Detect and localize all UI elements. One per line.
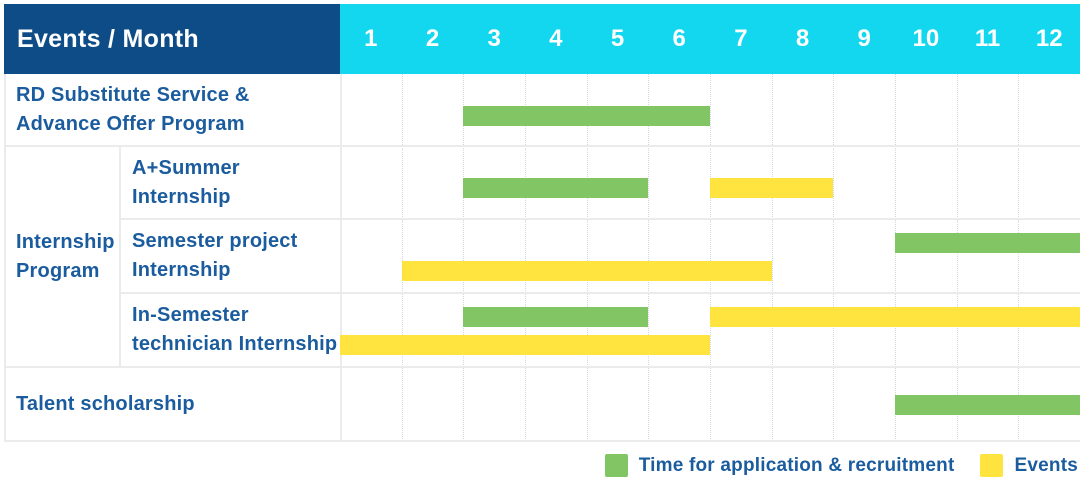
month-header-11: 11 bbox=[974, 25, 1001, 52]
row-label-a-plus-summer-internship: A+Summer Internship bbox=[132, 156, 240, 208]
gantt-bar-yellow-in-semester-technician-internship bbox=[340, 335, 710, 355]
row-label-rd-substitute-service: RD Substitute Service & Advance Offer Pro… bbox=[16, 84, 250, 135]
month-header-8: 8 bbox=[795, 25, 810, 52]
month-column-line bbox=[833, 74, 835, 441]
row-divider bbox=[4, 440, 1080, 442]
month-column-line bbox=[463, 74, 465, 441]
month-header-12: 12 bbox=[1035, 25, 1063, 52]
gantt-bar-green-talent-scholarship bbox=[895, 395, 1080, 415]
month-column-line bbox=[401, 74, 403, 441]
gantt-bar-yellow-semester-project-internship bbox=[401, 261, 772, 281]
gantt-bar-yellow-in-semester-technician-internship bbox=[710, 307, 1080, 327]
table-left-border bbox=[4, 74, 6, 441]
month-column-line bbox=[525, 74, 526, 441]
gantt-bar-green-semester-project-internship bbox=[895, 233, 1080, 253]
group-divider bbox=[119, 146, 121, 367]
gantt-bar-green-rd-substitute-service bbox=[463, 106, 710, 126]
gantt-bar-green-in-semester-technician-internship bbox=[463, 307, 649, 327]
legend-item-yellow: Events bbox=[980, 454, 1078, 477]
gantt-table: Events / Month 1 2 3 4 5 6 7 8 9 10 11 12 Internshi… bbox=[4, 4, 1080, 442]
header-events-month-label: Events / Month bbox=[17, 24, 199, 53]
legend: Time for application & recruitment Events bbox=[604, 454, 1078, 477]
month-column-line bbox=[710, 74, 711, 441]
legend-label-green: Time for application & recruitment bbox=[638, 454, 955, 476]
row-label-semester-project-internship: Semester project Internship bbox=[132, 230, 298, 281]
row-divider bbox=[120, 292, 1080, 294]
month-column-line bbox=[1018, 74, 1020, 441]
labels-chart-divider bbox=[340, 74, 342, 441]
legend-swatch-green bbox=[604, 454, 628, 477]
gantt-bar-green-a-plus-summer-internship bbox=[463, 178, 649, 198]
legend-swatch-yellow bbox=[980, 454, 1004, 477]
month-header-1: 1 bbox=[364, 25, 378, 52]
row-label-in-semester-technician-internship: In-Semester technician Internship bbox=[132, 304, 338, 355]
month-column-line bbox=[648, 74, 650, 441]
month-column-line bbox=[771, 74, 773, 441]
month-header-7: 7 bbox=[734, 25, 748, 52]
header-events-month: Events / Month bbox=[4, 4, 340, 74]
month-header-row: 1 2 3 4 5 6 7 8 9 10 11 12 bbox=[340, 4, 1080, 74]
gantt-bar-yellow-a-plus-summer-internship bbox=[710, 178, 834, 198]
month-header-9: 9 bbox=[857, 25, 871, 52]
legend-label-yellow: Events bbox=[1014, 454, 1078, 476]
month-column-line bbox=[586, 74, 588, 441]
month-header-5: 5 bbox=[610, 25, 625, 52]
row-divider bbox=[120, 218, 1080, 220]
legend-item-green: Time for application & recruitment bbox=[604, 454, 955, 477]
row-divider bbox=[4, 366, 1080, 368]
group-label-internship-program: Internship Program bbox=[16, 230, 115, 282]
row-divider bbox=[4, 145, 1080, 147]
month-header-6: 6 bbox=[672, 25, 686, 52]
month-column-line bbox=[956, 74, 958, 441]
row-label-talent-scholarship: Talent scholarship bbox=[16, 392, 195, 415]
month-header-4: 4 bbox=[549, 25, 563, 52]
month-header-10: 10 bbox=[912, 25, 940, 52]
month-header-3: 3 bbox=[487, 25, 501, 52]
month-column-line bbox=[895, 74, 896, 441]
month-header-2: 2 bbox=[425, 25, 440, 52]
